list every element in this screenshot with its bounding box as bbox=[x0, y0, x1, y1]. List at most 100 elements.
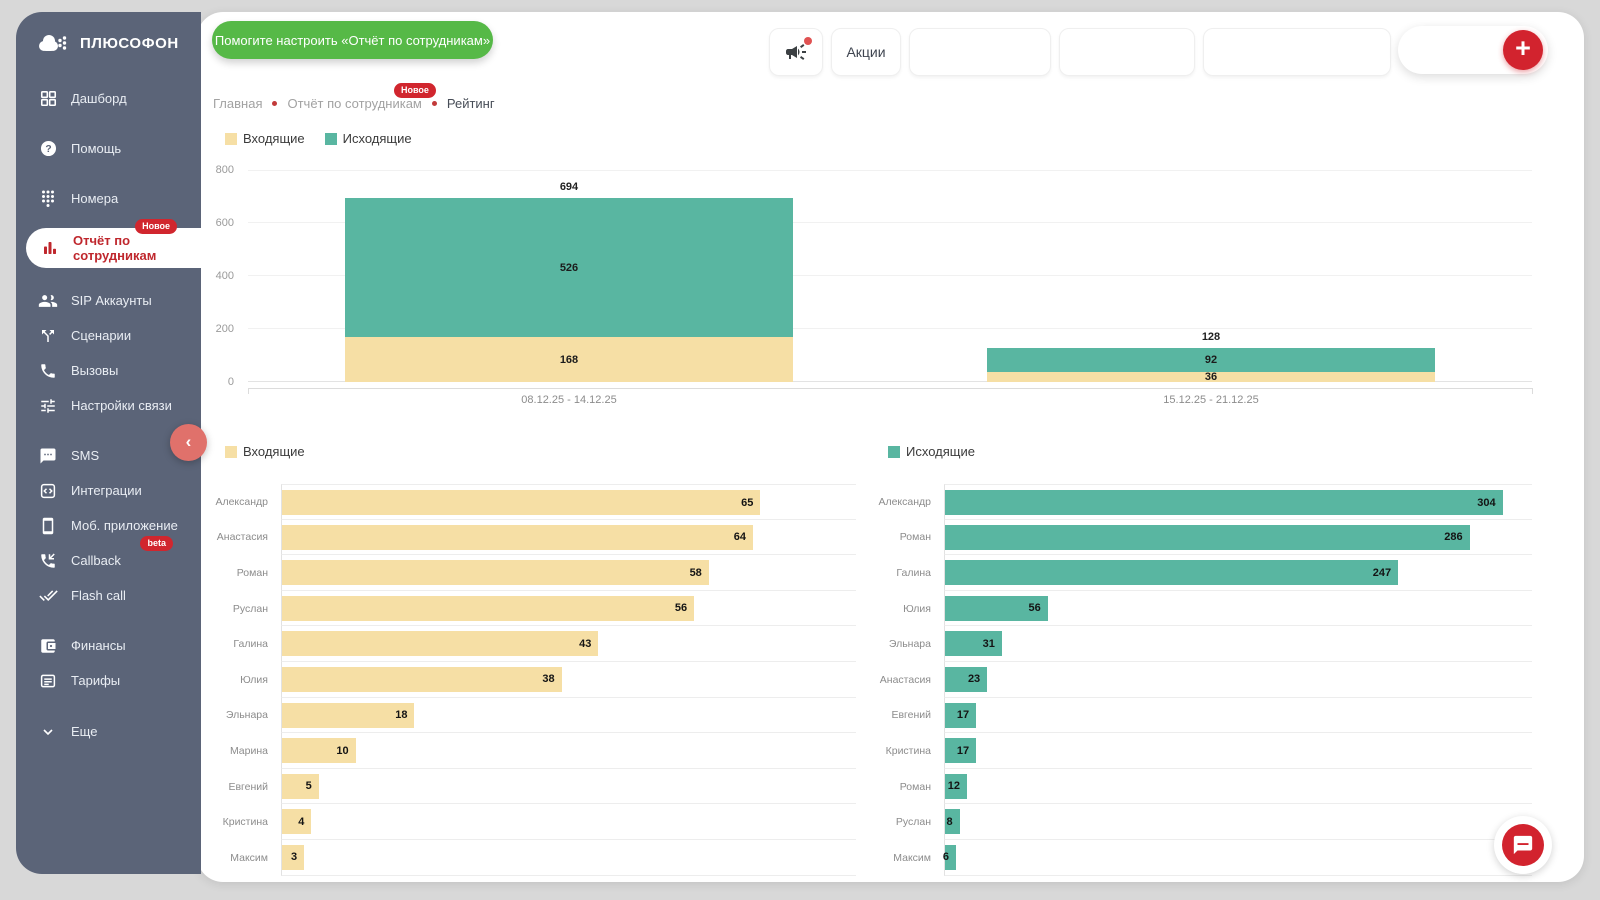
value-bar: 17 bbox=[945, 702, 977, 728]
bar-value: 64 bbox=[733, 531, 746, 544]
value-bar: 56 bbox=[282, 595, 695, 621]
bar-segment-outgoing: 526 bbox=[345, 198, 793, 338]
sidebar-item-sms[interactable]: SMS bbox=[16, 438, 201, 473]
stacked-chart-y-axis: 0 200 400 600 800 bbox=[198, 164, 240, 389]
bar-value: 43 bbox=[579, 637, 592, 650]
sidebar-item-help[interactable]: ? Помощь bbox=[16, 123, 201, 173]
notification-dot bbox=[804, 37, 812, 45]
chart-row: Максим 6 bbox=[876, 839, 1532, 876]
bar-value: 4 bbox=[298, 815, 305, 828]
legend-incoming: Входящие bbox=[225, 131, 305, 146]
sidebar-item-label: Настройки связи bbox=[71, 398, 172, 413]
sidebar-item-connection-settings[interactable]: Настройки связи bbox=[16, 388, 201, 423]
sidebar-item-more[interactable]: Еще bbox=[16, 714, 201, 749]
employee-name: Кристина bbox=[222, 816, 268, 829]
total-value: 694 bbox=[559, 181, 579, 194]
value-bar: 43 bbox=[282, 631, 599, 657]
sidebar-item-label: Тарифы bbox=[71, 673, 121, 688]
legend-incoming: Входящие bbox=[225, 444, 305, 459]
done-all-icon bbox=[38, 586, 58, 606]
bar-track: 17 bbox=[944, 733, 1532, 769]
stacked-bar: 168 526 694 bbox=[345, 178, 793, 382]
value-bar: 5 bbox=[282, 773, 319, 799]
bar-track: 12 bbox=[944, 768, 1532, 805]
main-content: Помогите настроить «Отчёт по сотрудникам… bbox=[197, 12, 1584, 882]
chat-icon bbox=[1513, 835, 1533, 855]
chart-row: Марина 10 bbox=[213, 733, 856, 769]
sidebar-item-scenarios[interactable]: Сценарии bbox=[16, 318, 201, 353]
sidebar-item-label: Callback bbox=[71, 553, 121, 568]
bar-value: 38 bbox=[542, 673, 555, 686]
sidebar-item-integrations[interactable]: Интеграции bbox=[16, 473, 201, 508]
header-card-3[interactable] bbox=[1203, 28, 1391, 76]
employee-name: Анастасия bbox=[879, 673, 931, 686]
legend-outgoing-label: Исходящие bbox=[906, 444, 975, 459]
segment-value: 168 bbox=[559, 353, 579, 366]
sidebar-item-numbers[interactable]: Номера bbox=[16, 173, 201, 223]
bar-track: 10 bbox=[281, 733, 856, 769]
legend-outgoing-label: Исходящие bbox=[342, 131, 412, 146]
sidebar-item-label: Еще bbox=[71, 724, 98, 739]
sidebar-item-label: Flash call bbox=[71, 588, 126, 603]
header-card-1[interactable] bbox=[909, 28, 1051, 76]
bar-value: 8 bbox=[946, 815, 953, 828]
gridline bbox=[248, 222, 1532, 223]
sidebar-item-dashboard[interactable]: Дашборд bbox=[16, 73, 201, 123]
promotions-button[interactable]: Акции bbox=[831, 28, 901, 76]
sidebar-item-callback[interactable]: Callback beta bbox=[16, 536, 201, 578]
new-badge: Новое bbox=[135, 219, 177, 234]
call-split-icon bbox=[38, 326, 58, 346]
employee-name: Роман bbox=[899, 531, 931, 544]
sidebar-item-finances[interactable]: Финансы bbox=[16, 628, 201, 663]
support-chat-button[interactable] bbox=[1494, 816, 1552, 874]
chevron-down-icon bbox=[38, 722, 58, 742]
value-bar: 10 bbox=[282, 738, 356, 764]
breadcrumb-report[interactable]: Отчёт по сотрудникам Новое bbox=[287, 83, 436, 111]
breadcrumb-home[interactable]: Главная bbox=[213, 96, 263, 111]
sidebar-collapse-button[interactable]: ‹ bbox=[170, 424, 207, 461]
announcements-button[interactable] bbox=[769, 28, 823, 76]
help-icon: ? bbox=[38, 138, 58, 158]
quick-actions-pill: + bbox=[1398, 26, 1548, 74]
chart-row: Эльнара 18 bbox=[213, 697, 856, 734]
employee-name: Галина bbox=[896, 566, 931, 579]
sidebar-item-label: Дашборд bbox=[71, 90, 127, 106]
value-bar: 3 bbox=[282, 844, 305, 870]
sidebar-item-label: Отчёт по сотрудникам bbox=[73, 233, 157, 263]
help-setup-button[interactable]: Помогите настроить «Отчёт по сотрудникам… bbox=[212, 21, 493, 59]
new-badge: Новое bbox=[393, 83, 436, 98]
sidebar-item-flash-call[interactable]: Flash call bbox=[16, 578, 201, 613]
sidebar-item-calls[interactable]: Вызовы bbox=[16, 353, 201, 388]
employee-name: Максим bbox=[893, 851, 931, 864]
add-button[interactable]: + bbox=[1503, 30, 1543, 70]
sidebar-item-sip-accounts[interactable]: SIP Аккаунты bbox=[16, 283, 201, 318]
svg-text:?: ? bbox=[45, 144, 51, 155]
outgoing-bar-chart: Александр 304 Роман 286 Галина 247 Юлия 56 Эльна… bbox=[876, 484, 1532, 876]
bar-track: 6 bbox=[943, 839, 1532, 876]
bar-track: 64 bbox=[281, 519, 856, 556]
sms-icon bbox=[38, 446, 58, 466]
sidebar-item-mobile-app[interactable]: Моб. приложение bbox=[16, 508, 201, 543]
employee-name: Роман bbox=[236, 566, 268, 579]
segment-value: 92 bbox=[1204, 354, 1218, 367]
bar-track: 65 bbox=[281, 484, 856, 520]
sidebar-item-employee-report[interactable]: Отчёт по сотрудникам Новое bbox=[26, 219, 201, 268]
chart-row: Александр 65 bbox=[213, 484, 856, 520]
bar-value: 56 bbox=[1028, 602, 1041, 615]
bar-track: 23 bbox=[944, 661, 1532, 698]
sidebar-item-tariffs[interactable]: Тарифы bbox=[16, 663, 201, 698]
bar-track: 56 bbox=[281, 590, 856, 627]
header-card-2[interactable] bbox=[1059, 28, 1195, 76]
chart-row: Александр 304 bbox=[876, 484, 1532, 520]
bar-segment-outgoing: 92 bbox=[987, 348, 1435, 373]
chart-row: Анастасия 64 bbox=[213, 519, 856, 556]
incoming-bar-chart: Александр 65 Анастасия 64 Роман 58 Руслан 56 Гал… bbox=[213, 484, 856, 876]
bar-track: 17 bbox=[944, 697, 1532, 734]
logo-icon bbox=[39, 35, 67, 51]
logo[interactable]: ПЛЮСОФОН bbox=[36, 30, 179, 56]
employee-name: Эльнара bbox=[888, 638, 931, 651]
chevron-left-icon: ‹ bbox=[185, 431, 192, 451]
chart-row: Руслан 56 bbox=[213, 590, 856, 627]
chart-row: Галина 43 bbox=[213, 626, 856, 662]
outgoing-color-swatch bbox=[324, 132, 337, 145]
